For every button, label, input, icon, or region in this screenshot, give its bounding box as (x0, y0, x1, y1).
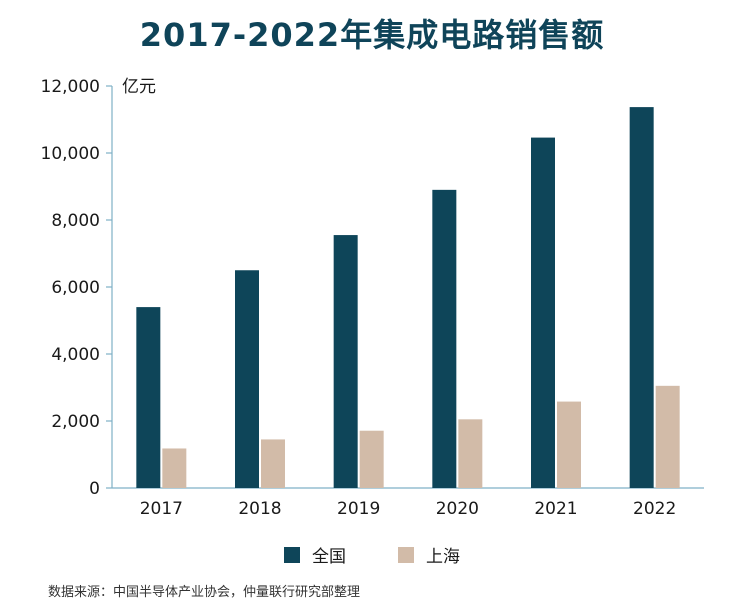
x-tick-label: 2018 (238, 499, 281, 519)
y-tick-label: 10,000 (41, 144, 100, 164)
x-tick-label: 2020 (436, 499, 479, 519)
bar-national (333, 235, 358, 488)
bar-national (531, 137, 555, 488)
y-tick-label: 4,000 (51, 345, 100, 365)
y-tick-label: 2,000 (51, 412, 100, 432)
bar-national (629, 107, 654, 488)
bar-shanghai (655, 385, 680, 488)
x-tick-label: 2017 (140, 499, 183, 519)
bar-national (235, 270, 259, 488)
legend-label-shanghai: 上海 (426, 547, 460, 567)
source-note: 数据来源：中国半导体产业协会，仲量联行研究部整理 (48, 585, 361, 600)
chart-title: 2017-2022年集成电路销售额 (139, 16, 605, 54)
y-axis-unit-label: 亿元 (122, 77, 156, 97)
legend-item-shanghai: 上海 (398, 542, 460, 567)
x-tick-label: 2019 (337, 499, 380, 519)
bar-shanghai (162, 448, 187, 488)
legend-item-national: 全国 (284, 542, 346, 567)
bar-shanghai (557, 401, 581, 488)
y-axis: 0 2,000 4,000 6,000 8,000 10,000 12,000 (41, 77, 113, 499)
legend-swatch-shanghai (398, 546, 414, 563)
y-tick-label: 6,000 (51, 278, 100, 298)
legend-label-national: 全国 (312, 547, 346, 567)
x-tick-label: 2021 (534, 499, 577, 519)
y-tick-label: 12,000 (41, 77, 100, 97)
bars (136, 107, 680, 488)
bar-shanghai (458, 419, 483, 488)
bar-national (432, 189, 457, 488)
legend-swatch-national (284, 546, 300, 563)
bar-shanghai (261, 439, 285, 488)
y-tick-label: 0 (89, 479, 100, 499)
x-axis: 2017 2018 2019 2020 2021 2022 (112, 487, 704, 519)
x-tick-label: 2022 (633, 499, 676, 519)
legend: 全国 上海 (0, 542, 744, 567)
y-tick-label: 8,000 (51, 211, 100, 231)
bar-national (136, 307, 161, 488)
bar-shanghai (359, 430, 384, 488)
